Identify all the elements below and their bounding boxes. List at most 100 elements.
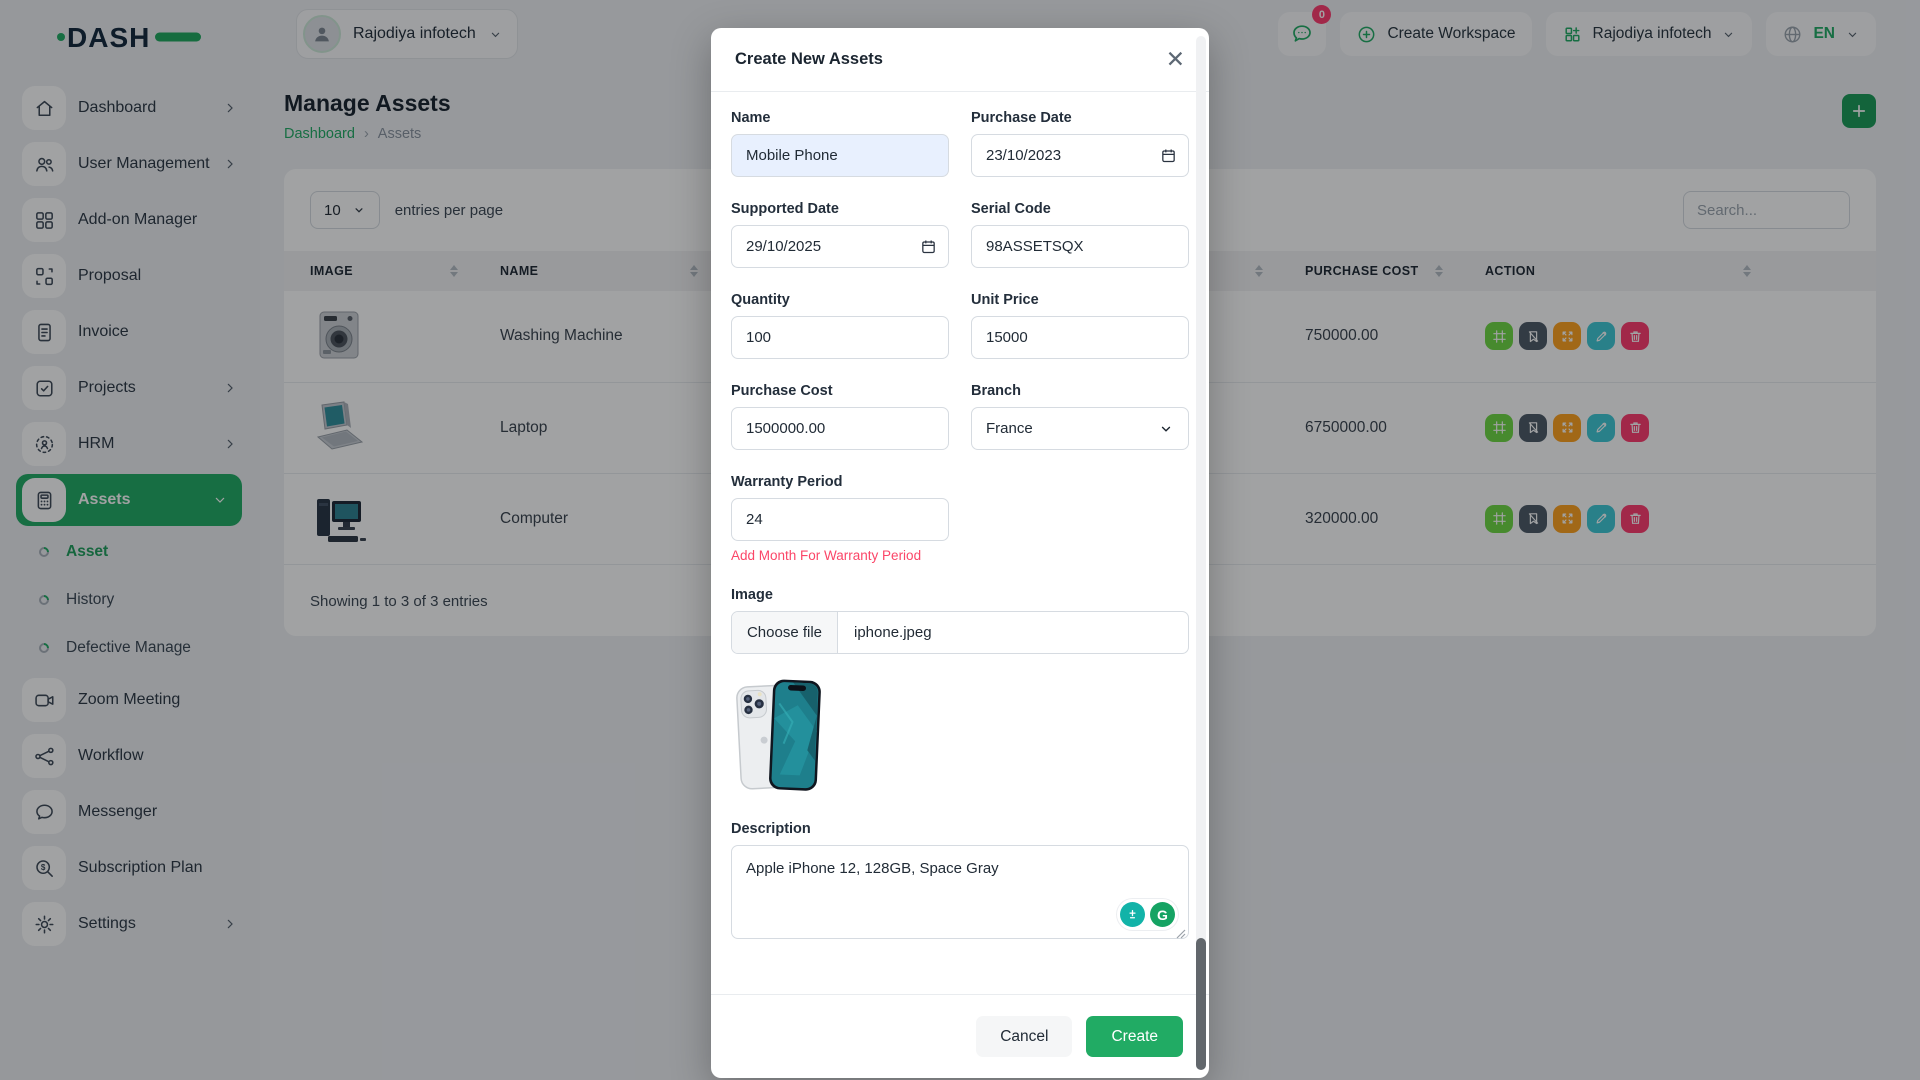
quantity-field[interactable] [731,316,949,359]
name-label: Name [731,110,771,126]
column-header-image[interactable]: IMAGE [284,251,474,291]
topbar-actions: 0 Create Workspace Rajodiya infotech EN [1278,5,1876,56]
sidebar-item-messenger[interactable]: Messenger [0,784,260,840]
column-header-purchase-cost[interactable]: PURCHASE COST [1279,251,1459,291]
barcode-action-button[interactable] [1485,504,1513,533]
sidebar-item-proposal[interactable]: Proposal [0,248,260,304]
column-header-action[interactable]: ACTION [1459,251,1876,291]
tag-off-action-button[interactable] [1519,504,1547,533]
chevron-down-icon [1725,32,1733,37]
messages-button[interactable]: 0 [1278,5,1332,56]
serial-code-field[interactable] [971,225,1189,268]
expand-action-button[interactable] [1553,413,1581,442]
delete-action-button[interactable] [1621,504,1649,533]
sort-icon[interactable] [1435,265,1443,277]
branch-select[interactable]: France [971,407,1189,450]
sidebar-item-workflow[interactable]: Workflow [0,728,260,784]
grammarly-widget: G [1117,899,1178,930]
delete-action-button[interactable] [1621,413,1649,442]
image-label: Image [731,587,773,603]
branch-label: Branch [971,383,1021,399]
purchase-date-field[interactable] [971,134,1189,177]
modal-header: Create New Assets ✕ [711,28,1209,92]
plus-icon [1852,104,1866,118]
tag-off-action-button[interactable] [1519,413,1547,442]
create-workspace-button[interactable]: Create Workspace [1340,12,1532,56]
company-selector[interactable]: Rajodiya infotech [1545,12,1753,56]
barcode-action-button[interactable] [1485,322,1513,351]
chat-bubble-icon [22,790,66,834]
supported-date-field[interactable] [731,225,949,268]
grammarly-icon[interactable]: G [1150,902,1175,927]
sidebar-item-settings[interactable]: Settings [0,896,260,952]
name-field[interactable] [731,134,949,177]
edit-action-button[interactable] [1587,504,1615,533]
modal-title: Create New Assets [735,50,883,68]
delete-action-button[interactable] [1621,322,1649,351]
sidebar-item-zoom-meeting[interactable]: Zoom Meeting [0,672,260,728]
sidebar-subitem-history[interactable]: History [0,576,260,624]
chevron-right-icon [227,103,233,113]
sidebar-subitem-asset[interactable]: Asset [0,528,260,576]
column-header-name[interactable]: NAME [474,251,714,291]
edit-action-button[interactable] [1587,413,1615,442]
sidebar-item-assets[interactable]: Assets [16,474,242,526]
grid-plus-icon [1564,26,1580,42]
sidebar-item-label: Zoom Meeting [78,691,181,708]
close-icon[interactable]: ✕ [1165,46,1185,72]
breadcrumb-dashboard-link[interactable]: Dashboard [284,126,355,142]
breadcrumb-current: Assets [377,126,422,142]
chevron-right-icon [227,439,233,449]
warranty-period-field[interactable] [731,498,949,541]
sidebar-item-hrm[interactable]: HRM [0,416,260,472]
chevron-down-icon [215,497,225,503]
unit-price-field[interactable] [971,316,1189,359]
expand-action-button[interactable] [1553,504,1581,533]
sort-icon[interactable] [450,265,458,277]
per-page-select[interactable]: 10 [310,191,380,229]
purchase-cost-field[interactable] [731,407,949,450]
create-asset-modal: Create New Assets ✕ Name Purchase Date S… [711,28,1209,1078]
sidebar-item-user-management[interactable]: User Management [0,136,260,192]
svg-text:$: $ [40,863,45,872]
sort-icon[interactable] [1743,265,1751,277]
tag-off-action-button[interactable] [1519,322,1547,351]
app-logo[interactable]: DASH [0,16,260,58]
chat-icon [1293,25,1312,42]
cancel-button[interactable]: Cancel [976,1016,1073,1057]
sidebar-item-dashboard[interactable]: Dashboard [0,80,260,136]
workspace-name: Rajodiya infotech [353,25,476,42]
edit-action-button[interactable] [1587,322,1615,351]
barcode-action-button[interactable] [1485,413,1513,442]
sidebar-item-label: Add-on Manager [78,211,198,228]
sidebar-item-label: User Management [78,155,210,172]
description-field[interactable]: Apple iPhone 12, 128GB, Space Gray [731,845,1189,939]
expand-action-button[interactable] [1553,322,1581,351]
search-input[interactable] [1683,191,1850,229]
choose-file-button[interactable]: Choose file [732,612,838,653]
purchase-cost-cell: 6750000.00 [1279,382,1459,474]
sidebar-subitem-defective-manage[interactable]: Defective Manage [0,624,260,672]
sidebar-item-label: Dashboard [78,99,157,116]
checkbox-icon [22,366,66,410]
search-dollar-icon: $ [22,846,66,890]
language-selector[interactable]: EN [1766,12,1876,56]
create-button[interactable]: Create [1086,1016,1183,1057]
add-asset-button[interactable] [1842,94,1876,128]
sidebar-item-invoice[interactable]: Invoice [0,304,260,360]
modal-scrollbar-thumb[interactable] [1196,938,1206,1070]
sidebar-item-subscription-plan[interactable]: $ Subscription Plan [0,840,260,896]
sidebar-item-label: Invoice [78,323,129,340]
image-file-input[interactable]: Choose file iphone.jpeg [731,611,1189,654]
sidebar-item-projects[interactable]: Projects [0,360,260,416]
notification-badge: 0 [1312,5,1332,24]
sort-icon[interactable] [1255,265,1263,277]
sort-icon[interactable] [690,265,698,277]
page-header: Manage Assets Dashboard › Assets [284,90,1876,142]
modal-scrollbar-track[interactable] [1196,36,1206,1070]
suggestion-icon[interactable] [1120,902,1145,927]
workspace-selector[interactable]: Rajodiya infotech [296,9,518,59]
image-preview [731,674,1189,797]
sidebar: DASH Dashboard User Management Add-on Ma… [0,0,260,1080]
sidebar-item-addon-manager[interactable]: Add-on Manager [0,192,260,248]
